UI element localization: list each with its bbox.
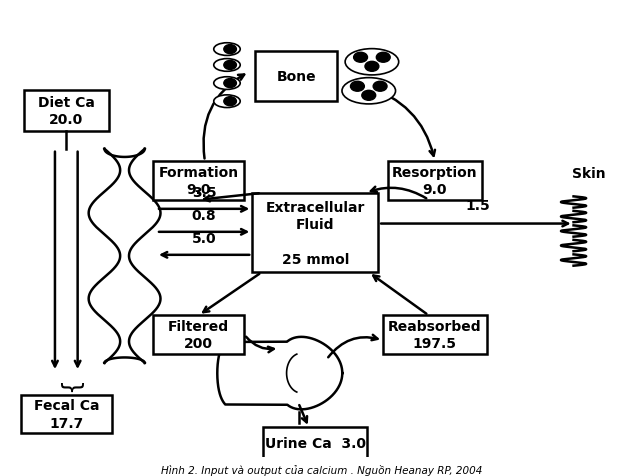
FancyBboxPatch shape	[153, 316, 244, 354]
Ellipse shape	[213, 78, 240, 90]
FancyBboxPatch shape	[153, 162, 244, 200]
FancyBboxPatch shape	[263, 427, 367, 459]
FancyBboxPatch shape	[383, 316, 487, 354]
Circle shape	[362, 91, 376, 101]
Circle shape	[350, 82, 365, 92]
Ellipse shape	[345, 50, 399, 76]
Text: Fecal Ca
17.7: Fecal Ca 17.7	[33, 398, 99, 430]
Circle shape	[376, 53, 390, 63]
Circle shape	[224, 61, 237, 70]
Ellipse shape	[342, 79, 395, 105]
Circle shape	[224, 79, 237, 89]
Circle shape	[365, 62, 379, 72]
Text: Hình 2. Input và output của calcium . Nguồn Heanay RP, 2004: Hình 2. Input và output của calcium . Ng…	[161, 464, 482, 475]
FancyBboxPatch shape	[255, 52, 338, 102]
Ellipse shape	[213, 44, 240, 56]
Text: Urine Ca  3.0: Urine Ca 3.0	[265, 436, 366, 450]
Text: 1.5: 1.5	[465, 199, 490, 213]
Text: Bone: Bone	[276, 70, 316, 84]
Text: Diet Ca
20.0: Diet Ca 20.0	[38, 95, 95, 127]
Text: Formation
9.0: Formation 9.0	[159, 166, 239, 197]
Text: 0.8: 0.8	[192, 208, 217, 222]
FancyBboxPatch shape	[388, 162, 482, 200]
FancyBboxPatch shape	[24, 90, 109, 131]
Text: Skin: Skin	[572, 167, 606, 181]
Text: Filtered
200: Filtered 200	[168, 319, 229, 350]
FancyBboxPatch shape	[252, 194, 378, 273]
Text: 5.0: 5.0	[192, 231, 217, 245]
Ellipse shape	[213, 60, 240, 72]
Text: Extracellular
Fluid

25 mmol: Extracellular Fluid 25 mmol	[266, 200, 365, 266]
Circle shape	[373, 82, 387, 92]
Text: 3.5: 3.5	[192, 186, 217, 199]
Circle shape	[354, 53, 368, 63]
Circle shape	[224, 98, 237, 107]
Text: }: }	[55, 381, 80, 397]
Text: Resorption
9.0: Resorption 9.0	[392, 166, 478, 197]
FancyBboxPatch shape	[21, 395, 112, 433]
Text: Reabsorbed
197.5: Reabsorbed 197.5	[388, 319, 482, 350]
Ellipse shape	[213, 96, 240, 109]
Circle shape	[224, 45, 237, 55]
